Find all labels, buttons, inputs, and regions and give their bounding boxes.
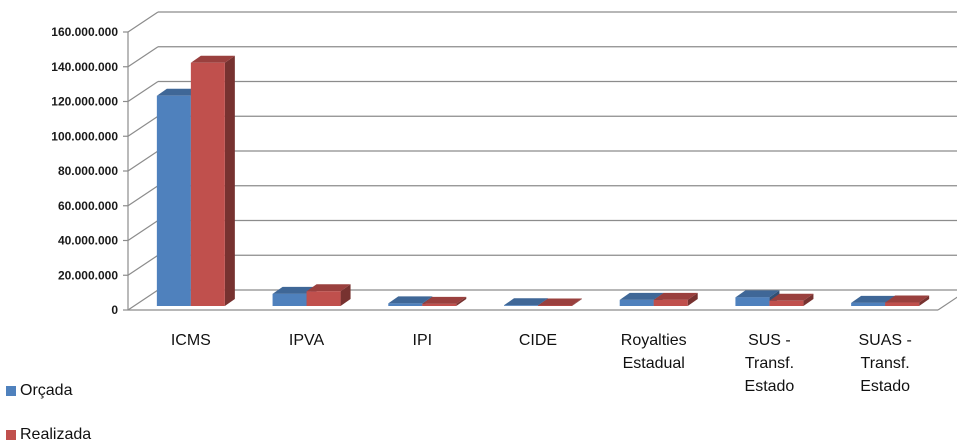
bar-top-realizada	[769, 293, 814, 301]
gridline-side	[127, 11, 159, 33]
gridline-side	[127, 220, 159, 241]
gridline-side	[127, 150, 159, 172]
bar-orcada	[851, 302, 886, 306]
legend-orcada-swatch	[6, 386, 16, 396]
bar-orcada	[504, 305, 538, 306]
legend-realizada-label: Realizada	[20, 426, 92, 443]
x-tick-label: IPVA	[289, 332, 325, 349]
x-tick-label: Estadual	[623, 355, 685, 372]
y-tick-label: 80.000.000	[58, 164, 118, 178]
bar-orcada	[272, 293, 307, 306]
x-tick-label: Estado	[860, 378, 910, 395]
y-tick-label: 60.000.000	[58, 199, 118, 213]
bar-top-realizada	[538, 298, 582, 306]
bar-side-realizada	[803, 293, 814, 306]
bar-side-realizada	[340, 284, 351, 306]
bar-side-realizada	[224, 55, 235, 306]
bar-realizada	[653, 299, 688, 306]
bar-realizada	[885, 302, 920, 306]
gridline-side	[127, 185, 159, 207]
bar-top-realizada	[422, 296, 467, 304]
y-tick-label: 140.000.000	[51, 60, 118, 74]
bar-orcada	[735, 297, 770, 306]
bar-side-realizada	[687, 292, 698, 306]
legend-orcada: Orçada	[6, 382, 72, 400]
bar-orcada	[156, 95, 191, 306]
legend-realizada-swatch	[6, 430, 16, 440]
floor-right-edge	[937, 296, 957, 311]
bar-top-orcada	[735, 290, 780, 298]
x-tick-label: Transf.	[861, 355, 910, 372]
bar-top-orcada	[272, 286, 317, 294]
x-tick-label: ICMS	[171, 332, 211, 349]
gridline-side	[127, 115, 159, 137]
y-tick-label: 120.000.000	[51, 95, 118, 109]
bar-realizada	[422, 303, 457, 306]
x-tick-label: SUS -	[748, 332, 791, 349]
bar-side-realizada	[456, 296, 467, 306]
x-tick-label: Royalties	[621, 332, 687, 349]
legend-orcada-label: Orçada	[20, 382, 73, 399]
y-tick-label: 160.000.000	[51, 25, 118, 39]
bar-top-realizada	[653, 292, 698, 300]
bar-side-realizada	[572, 298, 582, 306]
y-tick-label: 40.000.000	[58, 234, 118, 248]
bar-side-realizada	[919, 295, 930, 306]
bar-top-realizada	[190, 55, 235, 63]
bar-realizada	[190, 62, 225, 306]
legend-realizada: Realizada	[6, 426, 91, 444]
bar-realizada	[769, 300, 804, 306]
bar-top-orcada	[619, 292, 664, 300]
x-tick-label: Estado	[745, 378, 795, 395]
bar-top-realizada	[306, 284, 351, 292]
gridline-side	[127, 289, 159, 311]
x-tick-label: IPI	[413, 332, 433, 349]
gridline-side	[127, 81, 159, 102]
bar-realizada	[306, 291, 341, 306]
y-tick-label: 20.000.000	[58, 268, 118, 282]
bar-top-realizada	[885, 295, 930, 303]
bar-orcada	[619, 299, 654, 306]
bar-top-orcada	[851, 295, 896, 303]
bar-realizada	[538, 305, 572, 306]
bar-top-orcada	[388, 296, 433, 304]
x-tick-label: Transf.	[745, 355, 794, 372]
gridline-side	[127, 46, 159, 68]
y-tick-label: 0	[111, 303, 118, 317]
gridline-side	[127, 254, 159, 276]
x-tick-label: SUAS -	[858, 332, 911, 349]
bar-top-orcada	[504, 298, 548, 306]
bar-top-orcada	[156, 88, 201, 96]
y-tick-label: 100.000.000	[51, 129, 118, 143]
x-tick-label: CIDE	[519, 332, 557, 349]
bar-orcada	[388, 303, 423, 306]
